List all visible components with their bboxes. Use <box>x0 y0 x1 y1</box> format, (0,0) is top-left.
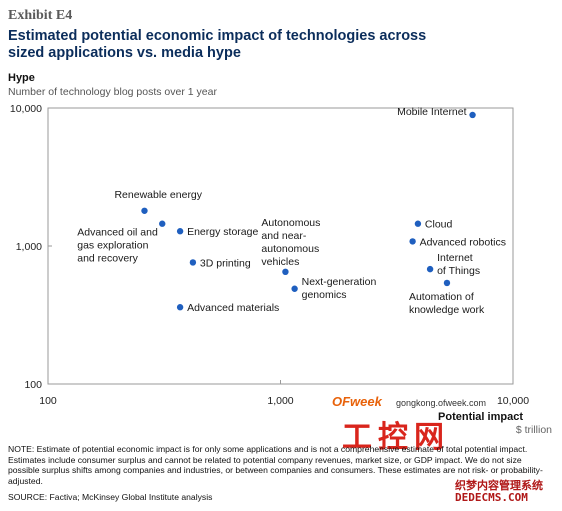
point-label: Internet of Things <box>437 252 480 277</box>
watermark-bottom-cn: 织梦内容管理系统 <box>455 479 543 492</box>
data-point <box>189 259 197 266</box>
y-tick-label: 100 <box>24 379 42 391</box>
point-label: Cloud <box>425 219 453 231</box>
x-axis-sublabel: $ trillion <box>515 424 552 436</box>
point-label: Advanced materials <box>187 302 279 314</box>
data-point <box>141 207 148 214</box>
data-point <box>176 304 184 311</box>
data-point <box>409 238 416 245</box>
point-label: Advanced robotics <box>420 236 506 248</box>
y-tick-label: 10,000 <box>10 103 42 115</box>
data-point <box>282 268 289 276</box>
watermark-url: gongkong.ofweek.com <box>396 398 487 408</box>
x-tick-label: 10,000 <box>497 395 529 407</box>
watermark-bottom-en: DEDECMS.COM <box>455 491 528 504</box>
data-point <box>414 220 422 227</box>
data-point <box>469 111 476 119</box>
y-axis-sublabel: Number of technology blog posts over 1 y… <box>8 86 217 98</box>
exhibit-label: Exhibit E4 <box>8 8 73 23</box>
data-point <box>443 279 451 287</box>
x-axis-label: Potential impact <box>438 411 523 423</box>
y-tick-label: 1,000 <box>16 241 42 253</box>
point-label: Autonomous and near-autonomous vehicles <box>261 217 320 268</box>
source-line: SOURCE: Factiva; McKinsey Global Institu… <box>8 492 213 502</box>
watermark-logo: OFweek <box>332 394 382 409</box>
x-tick-label: 1,000 <box>267 395 293 407</box>
y-axis-label: Hype <box>8 72 35 84</box>
data-point <box>291 285 298 292</box>
chart-title: Estimated potential economic impact of t… <box>8 28 427 61</box>
point-label: Renewable energy <box>114 189 202 201</box>
point-label: Next-generation genomics <box>302 276 377 301</box>
x-tick-label: 100 <box>39 395 57 407</box>
point-label: Advanced oil and gas exploration and recov… <box>77 227 158 265</box>
data-point <box>426 265 434 273</box>
footnote: NOTE: Estimate of potential economic imp… <box>8 444 543 486</box>
point-label: Energy storage <box>187 226 258 238</box>
watermark-cn: 工控网 <box>342 420 450 455</box>
point-label: Automation of knowledge work <box>409 291 485 316</box>
point-label: 3D printing <box>200 257 251 269</box>
point-label: Mobile Internet <box>397 106 467 118</box>
data-point <box>176 228 184 235</box>
data-point <box>159 220 166 227</box>
